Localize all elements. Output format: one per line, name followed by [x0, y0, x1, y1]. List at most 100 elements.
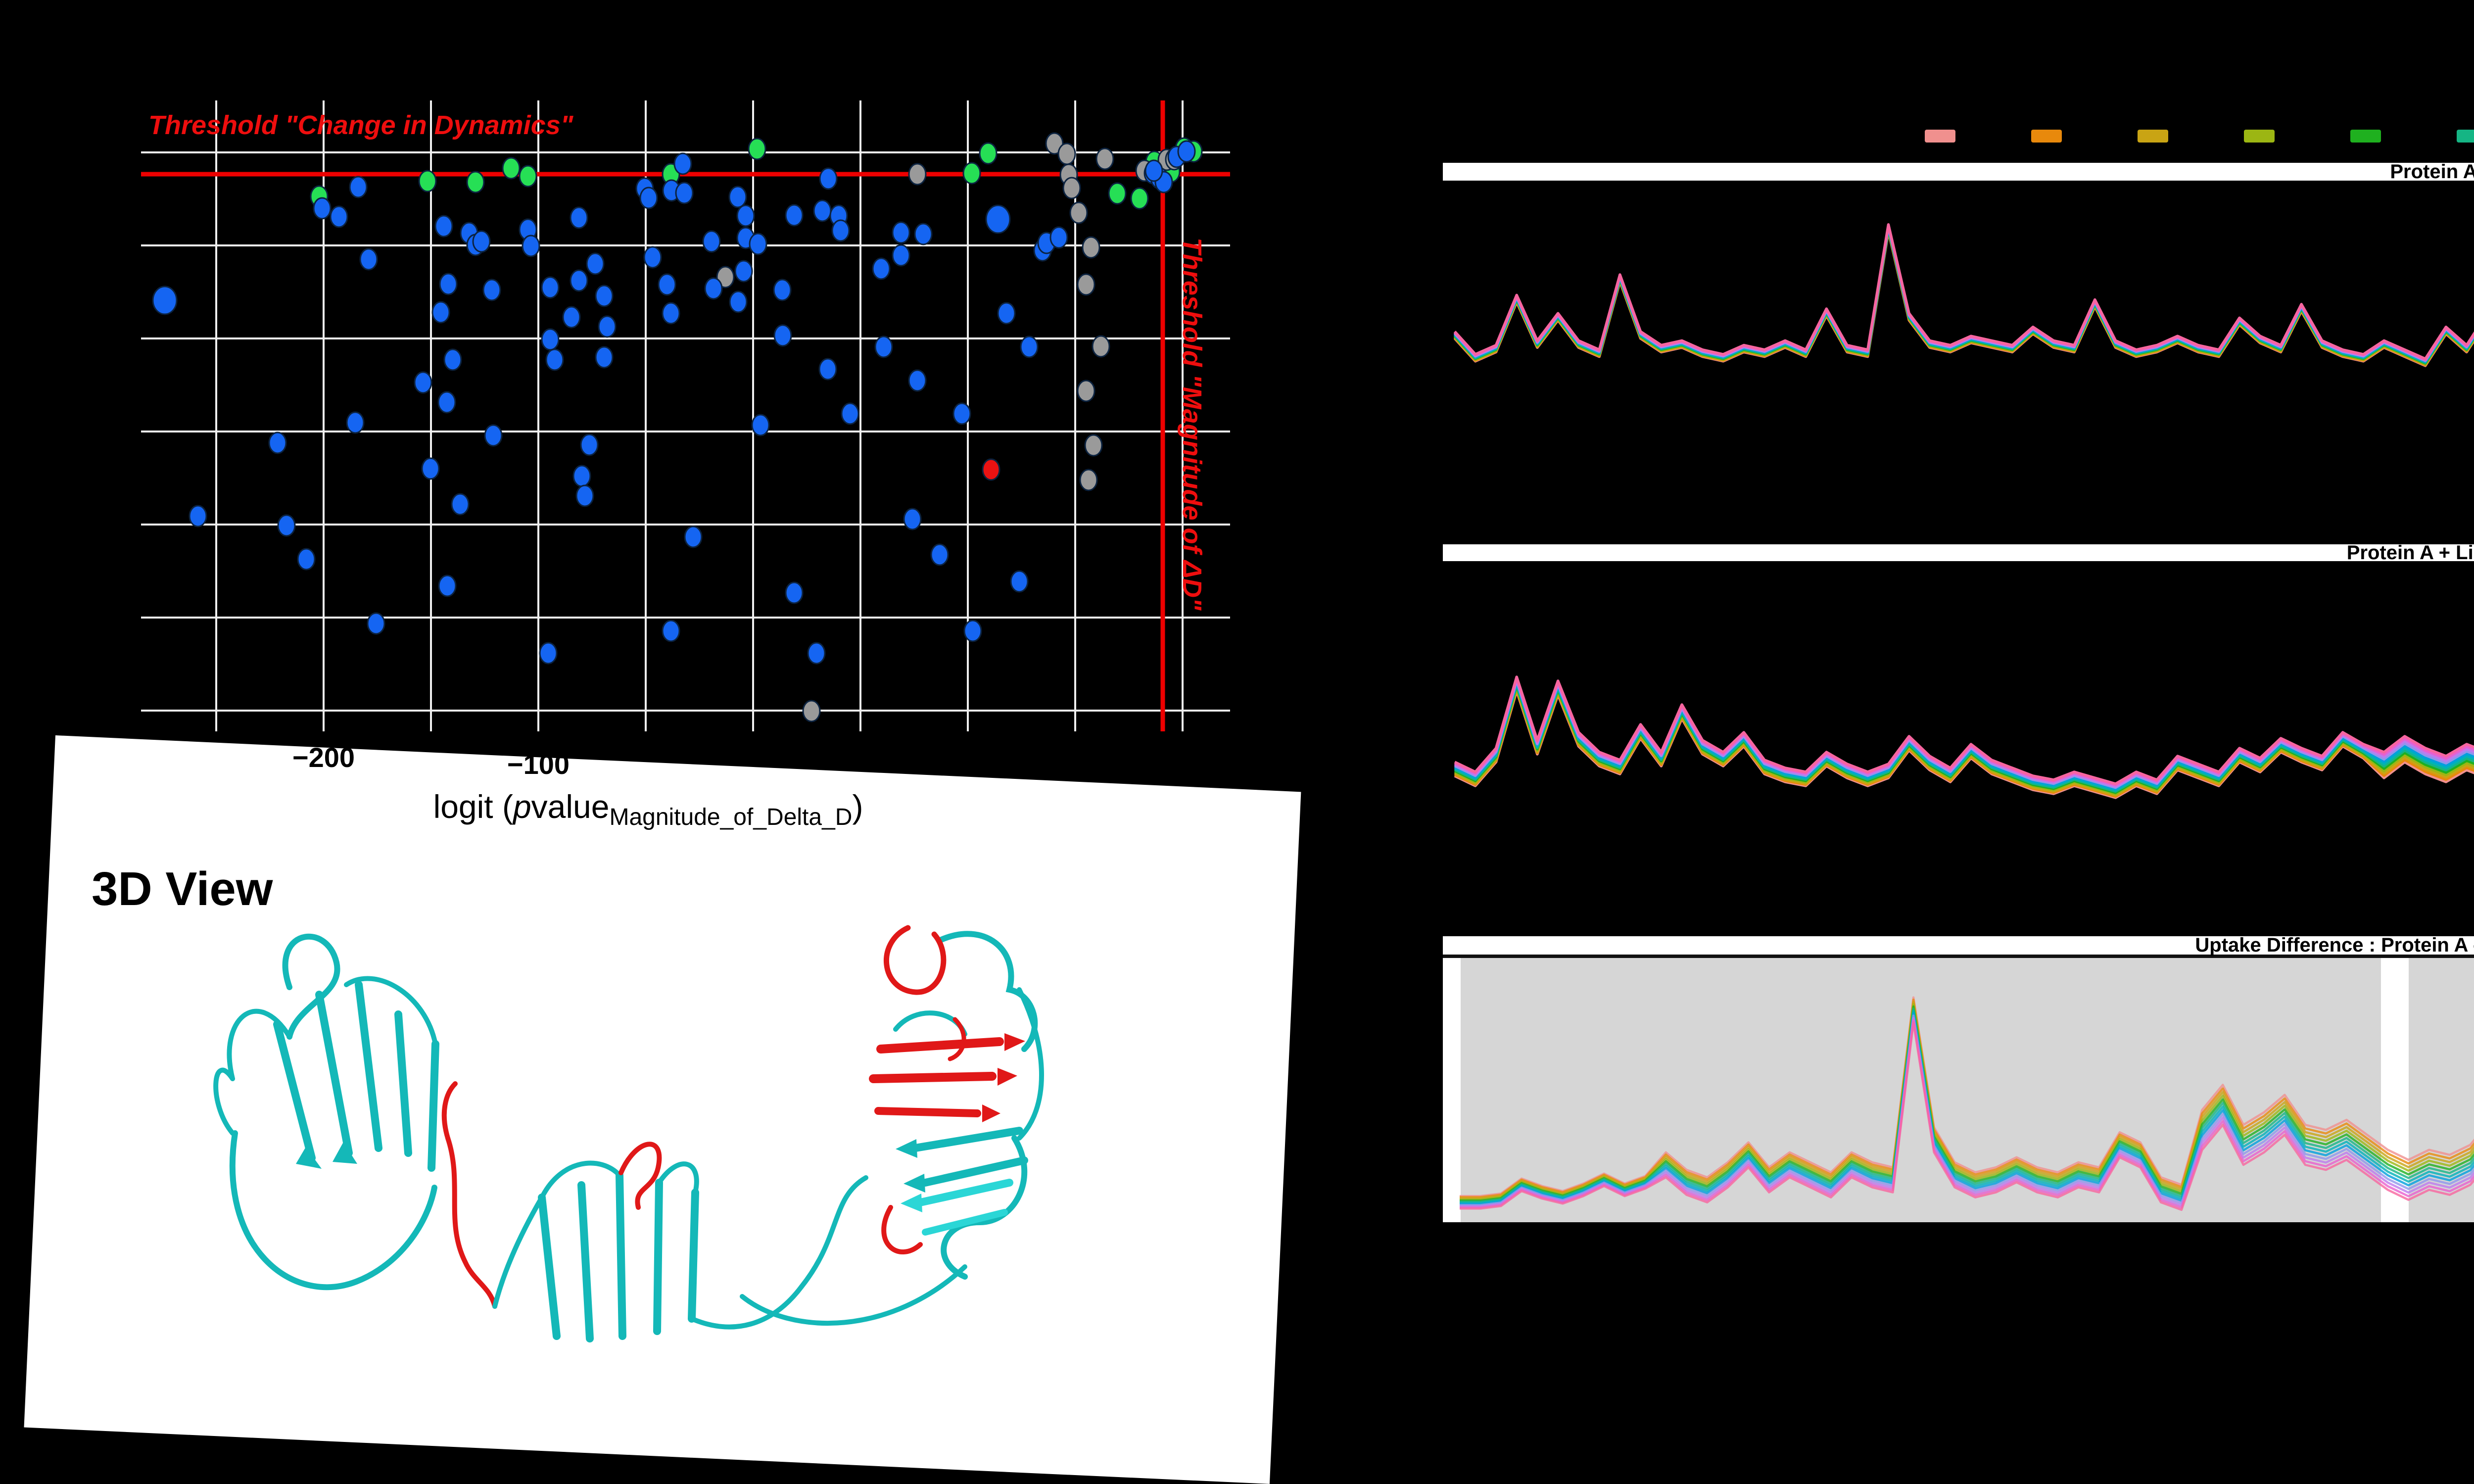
trace	[1460, 1005, 2474, 1202]
scatter-point	[1144, 159, 1163, 182]
legend-swatch-3[interactable]	[2244, 130, 2275, 143]
scatter-point	[734, 260, 753, 283]
scatter-point	[595, 346, 614, 369]
scatter-point	[1062, 177, 1081, 199]
trace	[1460, 1007, 2474, 1203]
x-tick-minus-100: −100	[507, 749, 570, 780]
scatter-point	[704, 277, 723, 300]
scatter-point	[702, 230, 721, 253]
scatter-point	[751, 414, 770, 436]
trace	[1460, 998, 2474, 1198]
beta-arrowhead	[896, 1139, 917, 1158]
scatter-point	[1069, 201, 1088, 224]
scatter-point	[539, 642, 558, 665]
scatter-point	[914, 223, 933, 245]
scatter-point	[268, 431, 287, 454]
x-axis-label-post: )	[852, 788, 863, 825]
trace	[1460, 1016, 2474, 1208]
scatter-point	[346, 411, 365, 434]
scatter-point	[431, 301, 450, 324]
scatter-point	[1082, 236, 1100, 259]
scatter-point	[675, 182, 694, 204]
scatter-point	[785, 204, 804, 227]
scatter-point	[418, 170, 437, 192]
3d-view-title: 3D View	[92, 862, 273, 915]
scatter-point	[482, 279, 501, 301]
scatter-point	[831, 219, 850, 242]
legend-swatch-1[interactable]	[2031, 130, 2062, 143]
scatter-point	[1095, 147, 1114, 170]
scatter-point	[874, 335, 893, 358]
legend-swatch-0[interactable]	[1925, 130, 1955, 143]
scatter-point	[952, 402, 971, 425]
scatter-point	[414, 371, 432, 394]
trace	[1454, 675, 2474, 785]
trace	[1460, 996, 2474, 1197]
scatter-point	[434, 215, 453, 238]
trace	[1453, 229, 2474, 367]
scatter-point	[1092, 335, 1110, 358]
scatter-point	[277, 514, 296, 537]
scatter-point	[985, 204, 1011, 234]
protein-ribbon	[213, 925, 1044, 1342]
trace	[1454, 681, 2474, 792]
plots-canvas[interactable]	[0, 0, 2474, 1344]
scatter-point	[673, 152, 692, 175]
scatter-point	[736, 204, 755, 227]
scatter-point	[313, 197, 332, 220]
scatter-point	[359, 248, 378, 271]
scatter-point	[1020, 335, 1039, 358]
scatter-point	[437, 391, 456, 414]
timepoint-legend	[0, 130, 2474, 144]
scatter-point	[662, 620, 680, 642]
beta-arrowhead	[901, 1194, 922, 1212]
panel-title-protein-a-ligand: Protein A + Ligand	[1443, 543, 2474, 563]
scatter-point	[439, 273, 458, 295]
beta-arrowhead	[1004, 1033, 1025, 1051]
trace	[1460, 1009, 2474, 1204]
legend-swatch-5[interactable]	[2457, 130, 2474, 143]
legend-swatch-2[interactable]	[2138, 130, 2168, 143]
scatter-point	[438, 574, 457, 597]
scatter-point	[872, 257, 891, 280]
scatter-point	[963, 620, 982, 642]
scatter-point	[892, 221, 910, 244]
x-axis-label: logit (pvalueMagnitude_of_Delta_D)	[433, 788, 863, 831]
scatter-point	[519, 165, 537, 188]
scatter-point	[330, 205, 348, 228]
scatter-point	[662, 302, 680, 325]
trace	[1453, 223, 2474, 360]
scatter-point	[152, 286, 178, 315]
scatter-point	[580, 433, 599, 456]
scatter-point	[1108, 182, 1127, 205]
trace	[1453, 227, 2474, 365]
scatter-point	[643, 246, 662, 269]
scatter-point	[367, 612, 385, 635]
scatter-point	[1057, 143, 1076, 165]
scatter-point	[785, 581, 804, 604]
scatter-point	[575, 484, 594, 507]
scatter-point	[522, 235, 540, 257]
scatter-point	[1079, 469, 1098, 491]
scatter-point	[908, 369, 927, 392]
trace	[1453, 228, 2474, 365]
trace	[1460, 1021, 2474, 1211]
trace	[1460, 1012, 2474, 1205]
scatter-point	[684, 526, 703, 548]
uptake_difference-traces	[1460, 996, 2474, 1211]
scatter-point	[716, 266, 735, 288]
scatter-point	[748, 138, 766, 160]
scatter-point	[570, 206, 588, 229]
panel-title-uptake-difference: Uptake Difference : Protein A - (Protein…	[1443, 935, 2474, 955]
scatter-point	[297, 548, 316, 571]
trace	[1460, 1003, 2474, 1201]
x-axis-label-p-italic: p	[513, 788, 531, 825]
trace	[1453, 229, 2474, 366]
scatter-point	[773, 324, 792, 347]
scatter-point	[749, 233, 767, 255]
protein_a-traces	[1453, 223, 2474, 367]
scatter-point	[1077, 380, 1095, 402]
legend-swatch-4[interactable]	[2350, 130, 2381, 143]
scatter-point	[997, 302, 1016, 325]
